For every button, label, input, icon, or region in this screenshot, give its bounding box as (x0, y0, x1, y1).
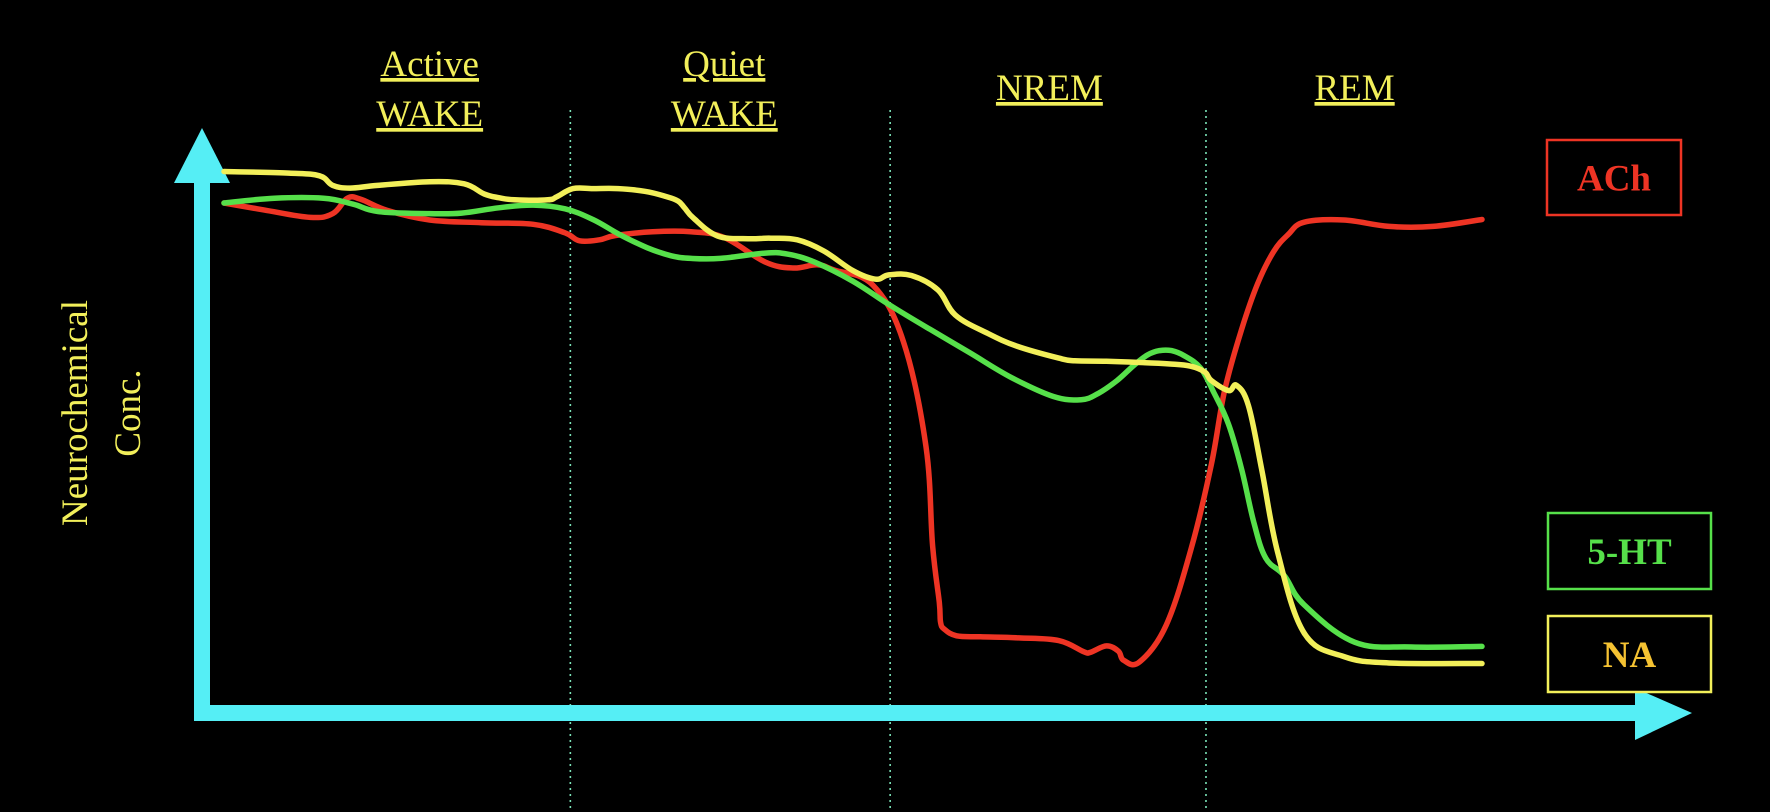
axes (174, 128, 1692, 740)
stage-label-line: NREM (996, 68, 1103, 109)
legend-box (1546, 614, 1713, 694)
x-axis-arrowhead (1635, 688, 1692, 740)
series-line-na (221, 168, 1485, 667)
series-lines (221, 168, 1485, 668)
y-axis-title-line: Conc. (108, 369, 149, 456)
legend-label: NA (1603, 635, 1657, 676)
y-axis-title: Neurochemical Conc. (55, 300, 149, 526)
stage-label-line: WAKE (376, 94, 483, 135)
legend-label: ACh (1577, 159, 1651, 200)
stage-label-nrem: NREM (996, 68, 1103, 109)
stage-label-line: REM (1315, 68, 1395, 109)
legend-item-na: NA (1546, 614, 1713, 694)
legend: ACh 5-HT NA (1545, 138, 1713, 694)
series-line-5-ht (221, 194, 1485, 650)
stage-label-line: Active (380, 44, 479, 85)
legend-box (1545, 138, 1683, 217)
series-line-ach (221, 194, 1485, 668)
stage-label-active-wake: Active WAKE (376, 44, 483, 135)
stage-label-line: WAKE (671, 94, 778, 135)
y-axis-label: Neurochemical Conc. (55, 300, 149, 526)
stage-label-rem: REM (1315, 68, 1395, 109)
legend-label: 5-HT (1587, 532, 1672, 573)
y-axis-title-line: Neurochemical (55, 300, 96, 526)
legend-item-5-ht: 5-HT (1546, 511, 1713, 591)
stage-labels: Active WAKE Quiet WAKE NREM REM (376, 44, 1394, 135)
legend-box (1546, 511, 1713, 591)
stage-label-line: Quiet (683, 44, 766, 85)
stage-label-quiet-wake: Quiet WAKE (671, 44, 778, 135)
y-axis-arrowhead (174, 128, 230, 183)
legend-item-ach: ACh (1545, 138, 1683, 217)
